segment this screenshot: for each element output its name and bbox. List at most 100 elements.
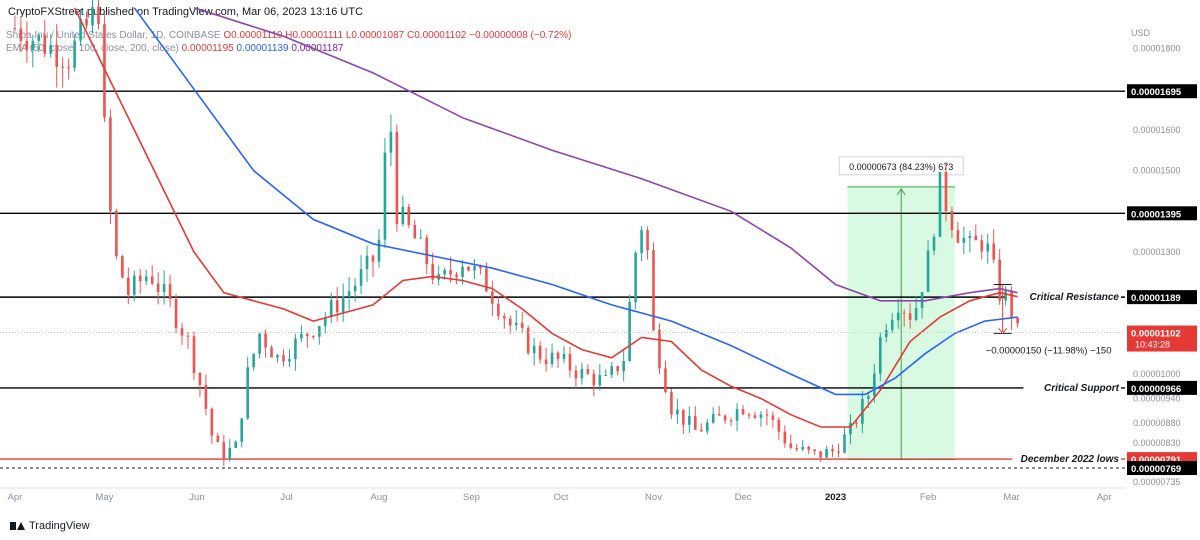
candle-body [873, 373, 876, 397]
candle-body [640, 230, 643, 253]
candle-body [819, 451, 822, 458]
measure-up-label: 0.00000673 (84.23%) 673 [849, 162, 953, 172]
candle-body [371, 255, 375, 262]
candle-body [91, 7, 94, 26]
candle-body [855, 422, 858, 424]
candle-body [252, 353, 255, 368]
candle-body [377, 239, 381, 262]
candle-body [168, 284, 172, 299]
candle-body [455, 274, 458, 277]
candle-body [658, 329, 661, 369]
candle-body [491, 291, 494, 304]
bar-countdown: 10:43:28 [1135, 340, 1170, 350]
candle-body [323, 317, 327, 327]
level-price-label: 0.00001189 [1131, 293, 1181, 304]
level-price-label: 0.00000791 [1131, 455, 1182, 466]
candle-body [389, 131, 393, 153]
candle-body [353, 285, 357, 292]
candle-body [174, 298, 178, 329]
top-bar: CryptoFXStreet published on TradingView.… [0, 0, 1200, 26]
candle-body [956, 230, 960, 243]
candle-body [670, 392, 673, 415]
level-price-label: 0.00000966 [1131, 384, 1181, 395]
ema100-value: 0.00001139 [236, 43, 289, 54]
candle-body [85, 19, 88, 26]
candle-body [514, 322, 518, 326]
candle-body [162, 284, 166, 292]
ema-label[interactable]: EMA (50, close, 100, close, 200, close) [6, 43, 179, 54]
measure-down-label: −0.00000150 (−11.98%) −150 [986, 345, 1112, 356]
y-tick-label: 0.00001500 [1133, 166, 1181, 176]
candle-body [1010, 290, 1013, 318]
candle-body [538, 345, 542, 360]
candle-body [813, 449, 816, 452]
candle-body [765, 414, 769, 416]
candle-body [461, 266, 464, 277]
y-tick-label: 0.00001600 [1133, 125, 1181, 135]
candle-body [837, 451, 840, 453]
footer: TradingView [0, 512, 1200, 540]
candle-body [914, 308, 918, 320]
candle-body [347, 291, 351, 297]
candle-body [544, 359, 548, 364]
candle-body [508, 318, 512, 326]
x-tick-label: Aug [371, 492, 388, 503]
candle-body [479, 266, 482, 269]
candle-body [592, 373, 596, 386]
candle-body [616, 366, 620, 372]
level-annotation: December 2022 lows [1021, 454, 1120, 465]
candle-body [216, 435, 220, 443]
dashed-level-tag [1127, 461, 1197, 476]
price-chart[interactable]: USD 0.00000673 (84.23%) 673 0.00001695 0.00… [0, 0, 1200, 512]
candle-body [132, 275, 136, 295]
candle-body [67, 67, 70, 69]
candle-body [795, 447, 799, 450]
candle-body [622, 361, 625, 372]
candle-body [61, 66, 64, 68]
candle-body [676, 409, 679, 415]
candle-body [150, 276, 154, 284]
candle-body [801, 446, 805, 450]
y-tick-label: 0.00001800 [1133, 43, 1181, 53]
candle-body [705, 422, 709, 432]
candle-body [771, 415, 775, 420]
y-tick-label: 0.00000880 [1133, 418, 1181, 428]
x-tick-label: Sep [463, 492, 480, 503]
y-tick-label: 0.00000735 [1133, 477, 1181, 487]
level-price-label: 0.00001695 [1131, 87, 1182, 98]
candle-body [306, 333, 309, 337]
x-tick-label: Apr [8, 492, 23, 503]
candle-body [473, 266, 476, 271]
candle-body [741, 409, 745, 415]
candle-body [127, 277, 130, 295]
level-text-bg [1012, 452, 1121, 466]
publisher-line: CryptoFXStreet published on TradingView.… [8, 6, 364, 18]
candle-body [121, 256, 124, 278]
ema-line-ema200 [193, 7, 1018, 302]
candle-body [568, 353, 572, 371]
candle-body [723, 415, 727, 421]
tradingview-logo[interactable]: TradingView [10, 520, 90, 532]
candle-body [49, 44, 53, 54]
level-text-bg [1006, 290, 1121, 304]
candle-body [467, 266, 470, 271]
symbol-legend: Shiba Inu / United States Dollar, 1D, CO… [6, 30, 571, 41]
candle-body [234, 441, 238, 448]
candle-body [485, 268, 488, 292]
candle-body [747, 414, 751, 416]
x-tick-label: 2023 [825, 492, 846, 503]
candle-body [711, 413, 715, 423]
symbol-name[interactable]: Shiba Inu / United States Dollar, 1D, CO… [6, 30, 221, 41]
candle-body [604, 374, 608, 376]
currency-label: USD [1131, 28, 1151, 38]
candle-body [908, 313, 912, 320]
ohlc-values: O0.00001110 H0.00001111 L0.00001087 C0.0… [223, 30, 572, 41]
candle-body [365, 255, 369, 270]
candle-body [610, 366, 614, 375]
candle-body [986, 243, 990, 252]
candle-body [789, 443, 793, 448]
level-annotation: Critical Resistance [1030, 292, 1120, 303]
ema200-value: 0.00001187 [291, 43, 344, 54]
candle-body [693, 416, 697, 430]
candle-body [25, 40, 29, 51]
